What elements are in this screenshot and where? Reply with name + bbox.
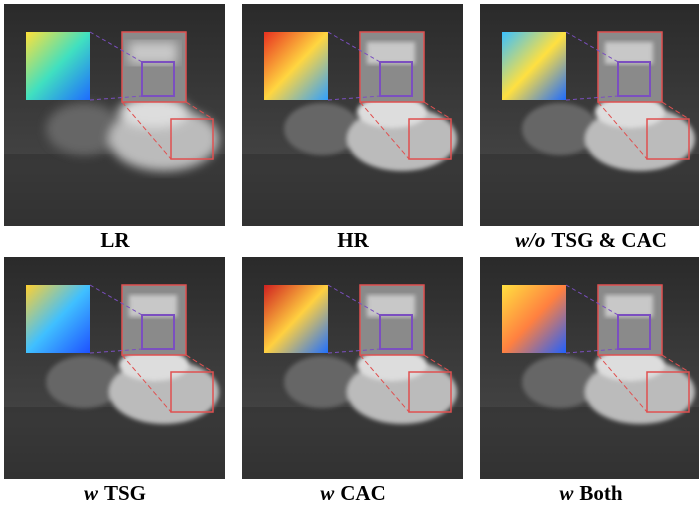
purple-box	[141, 61, 175, 97]
car	[46, 349, 219, 424]
link-line	[661, 101, 690, 120]
caption-prefix: w	[83, 481, 98, 505]
link-line	[597, 101, 648, 160]
heatmap-inset	[26, 32, 90, 100]
zoom-highlight	[129, 295, 177, 317]
red-box	[408, 118, 452, 160]
zoom-highlight	[605, 295, 653, 317]
red-box	[408, 371, 452, 413]
link-line	[327, 348, 381, 354]
link-line	[89, 284, 143, 316]
caption-prefix: w/o	[515, 228, 546, 252]
caption-text: TSG & CAC	[551, 228, 667, 252]
thermal-image	[4, 257, 225, 479]
thermal-image	[4, 4, 225, 226]
link-line	[327, 284, 381, 316]
link-line	[565, 95, 619, 101]
heatmap-inset	[26, 285, 90, 353]
caption-text: CAC	[340, 481, 386, 505]
car	[46, 96, 219, 171]
caption: HR	[234, 228, 472, 253]
car	[284, 96, 457, 171]
car-rear	[46, 103, 122, 155]
zoom-highlight	[367, 295, 415, 317]
caption: w CAC	[234, 481, 472, 506]
car-rear	[522, 356, 598, 408]
link-line	[121, 101, 172, 160]
heatmap-inset	[264, 32, 328, 100]
car-rear	[46, 356, 122, 408]
link-line	[327, 31, 381, 63]
car-rear	[522, 103, 598, 155]
link-line	[565, 31, 619, 63]
red-box	[170, 371, 214, 413]
link-line	[565, 284, 619, 316]
caption-text: LR	[100, 228, 130, 252]
purple-box	[141, 314, 175, 350]
caption-text: Both	[579, 481, 623, 505]
link-line	[423, 354, 452, 373]
link-line	[359, 101, 410, 160]
link-line	[565, 348, 619, 354]
purple-box	[617, 314, 651, 350]
caption: w/o TSG & CAC	[472, 228, 699, 253]
link-line	[327, 95, 381, 101]
zoom-highlight	[129, 42, 177, 64]
caption: LR	[0, 228, 234, 253]
caption-prefix: w	[320, 481, 335, 505]
heatmap-inset	[502, 285, 566, 353]
purple-box	[379, 314, 413, 350]
link-line	[661, 354, 690, 373]
thermal-image	[480, 257, 699, 479]
heatmap-inset	[502, 32, 566, 100]
purple-box	[379, 61, 413, 97]
zoom-highlight	[605, 42, 653, 64]
link-line	[597, 354, 648, 413]
heatmap-inset	[264, 285, 328, 353]
thermal-image	[242, 4, 463, 226]
link-line	[89, 95, 143, 101]
purple-box	[617, 61, 651, 97]
link-line	[89, 348, 143, 354]
red-box	[646, 118, 690, 160]
link-line	[121, 354, 172, 413]
caption: w TSG	[0, 481, 234, 506]
caption-prefix: w	[559, 481, 574, 505]
thermal-image	[242, 257, 463, 479]
caption: w Both	[472, 481, 699, 506]
thermal-image	[480, 4, 699, 226]
car-rear	[284, 356, 360, 408]
caption-text: HR	[337, 228, 369, 252]
zoom-highlight	[367, 42, 415, 64]
link-line	[185, 101, 214, 120]
car	[522, 96, 695, 171]
link-line	[359, 354, 410, 413]
red-box	[646, 371, 690, 413]
link-line	[89, 31, 143, 63]
car-rear	[284, 103, 360, 155]
caption-text: TSG	[103, 481, 147, 505]
red-box	[170, 118, 214, 160]
link-line	[423, 101, 452, 120]
link-line	[185, 354, 214, 373]
